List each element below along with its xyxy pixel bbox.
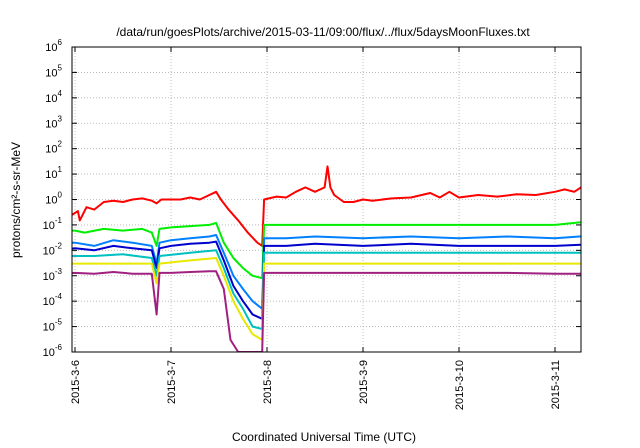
series-line-1 [72, 165, 581, 247]
y-tick-label: 10-6 [43, 343, 63, 359]
y-axis-label: protons/cm²-s-sr-MeV [9, 142, 23, 258]
series-line-7 [72, 270, 581, 352]
series-line-4 [72, 240, 581, 320]
y-tick-label: 10-4 [43, 292, 63, 308]
series-line-6 [72, 257, 581, 341]
series-line-5 [72, 249, 581, 330]
y-tick-label: 100 [45, 191, 62, 207]
y-axis: 10-6 10-5 10-4 10-3 10-2 10-1 100 101 102 103 104 1… [43, 38, 581, 359]
y-tick-label: 10-2 [43, 241, 63, 257]
x-tick-label: 2015-3-9 [358, 360, 370, 404]
y-tick-label: 10-3 [43, 267, 63, 283]
x-tick-label: 2015-3-11 [550, 360, 562, 409]
y-tick-label: 105 [45, 63, 62, 79]
x-tick-label: 2015-3-8 [262, 360, 274, 404]
x-tick-label: 2015-3-6 [70, 360, 82, 404]
y-tick-label: 104 [45, 89, 62, 105]
chart-title: /data/run/goesPlots/archive/2015-03-11/0… [116, 25, 530, 39]
y-tick-label: 106 [45, 38, 62, 54]
x-tick-label: 2015-3-7 [166, 360, 178, 404]
y-tick-label: 102 [45, 140, 62, 156]
y-tick-label: 101 [45, 165, 62, 181]
x-tick-label: 2015-3-10 [454, 360, 466, 410]
x-axis-label: Coordinated Universal Time (UTC) [232, 430, 416, 444]
series-layer [72, 165, 581, 352]
y-tick-label: 103 [45, 114, 62, 130]
series-line-2 [72, 221, 581, 280]
series-line-3 [72, 234, 581, 310]
y-tick-label: 10-5 [43, 318, 63, 334]
x-axis: 2015-3-6 2015-3-7 2015-3-8 2015-3-9 2015-3-1… [70, 47, 562, 410]
y-tick-label: 10-1 [43, 216, 63, 232]
